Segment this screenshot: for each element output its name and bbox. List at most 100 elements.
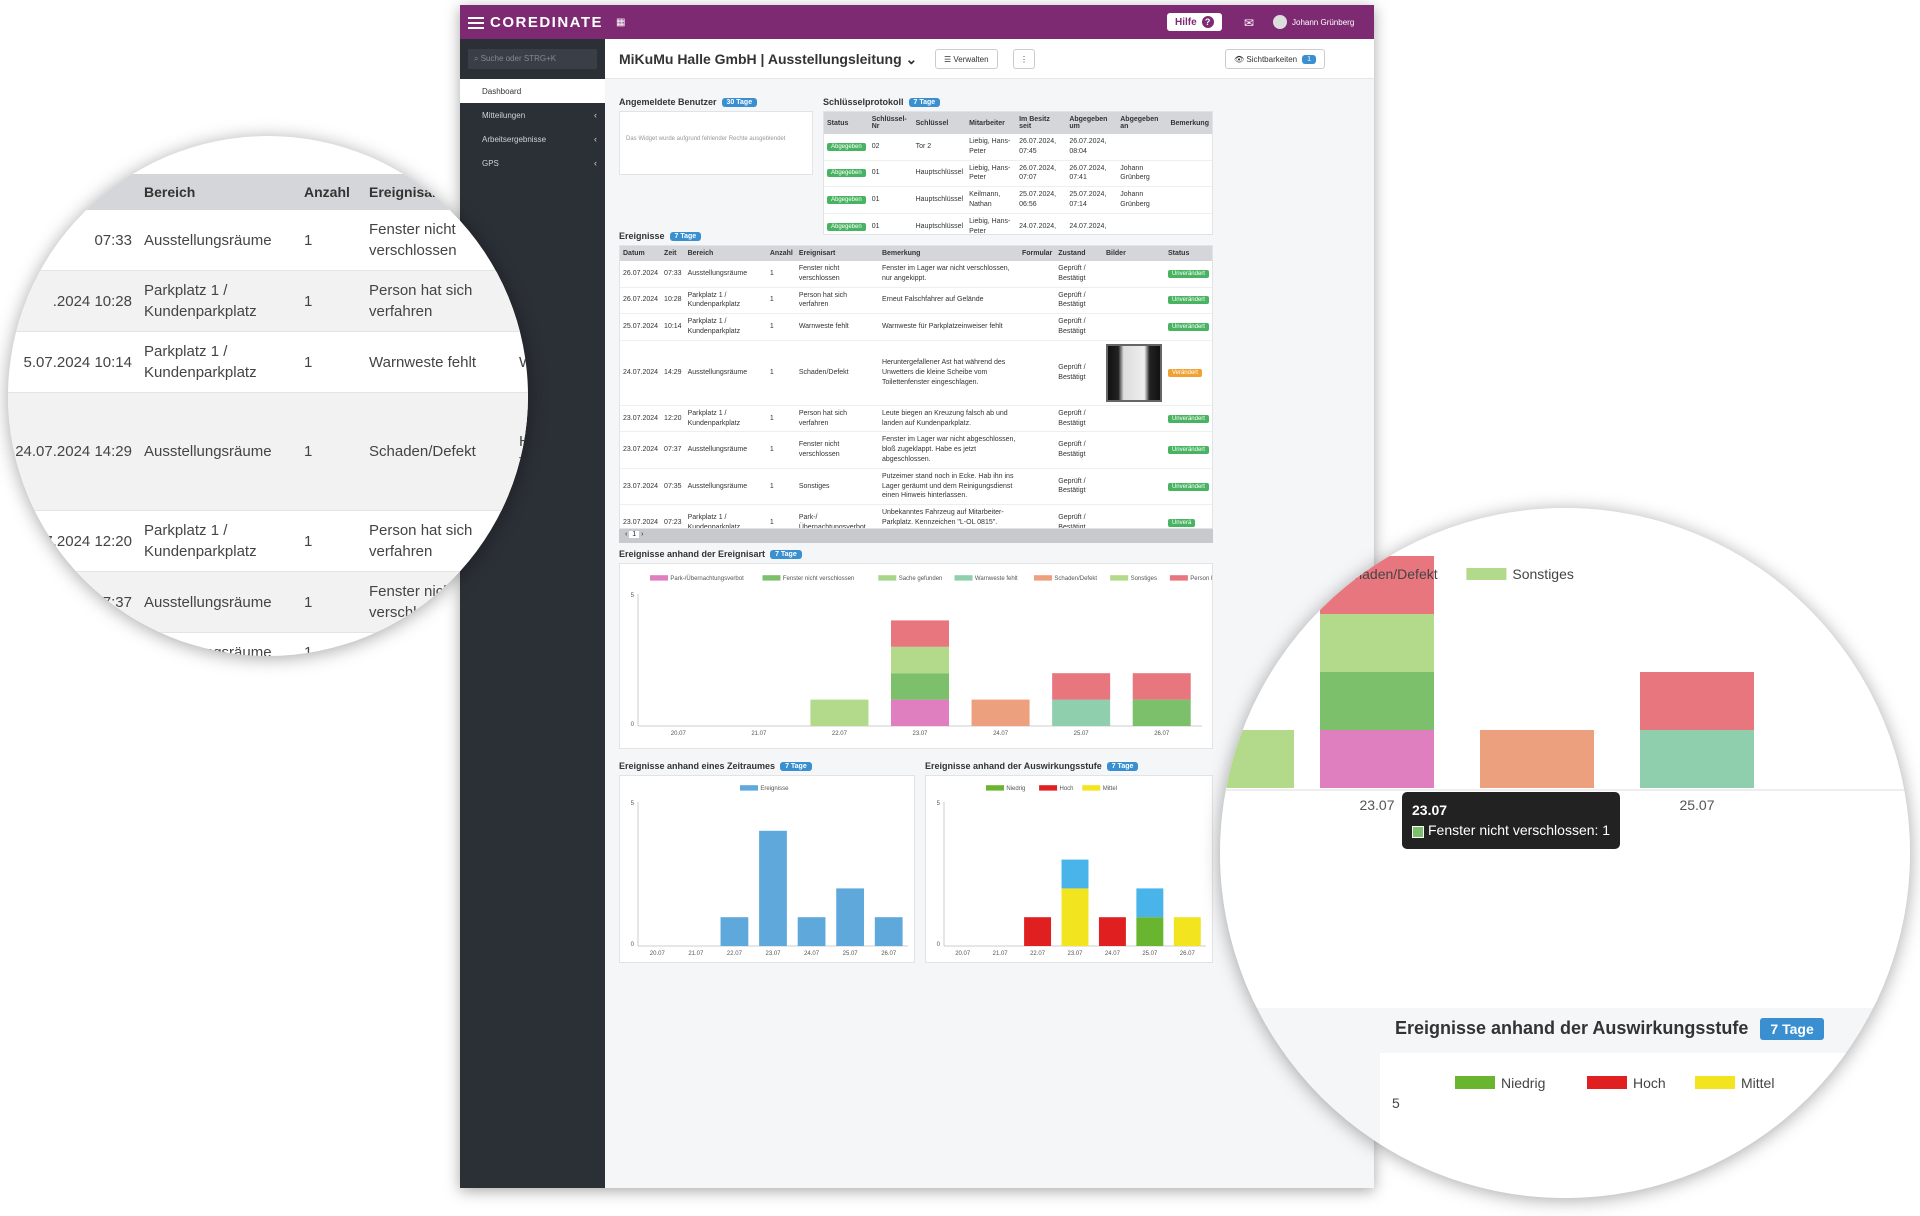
table-row[interactable]: 26.07.2024 07:33 Ausstellungsräume 1 Fenster… bbox=[620, 261, 1212, 288]
keys-column-header[interactable]: Mitarbeiter bbox=[966, 112, 1017, 134]
events-pagination[interactable]: ‹ 1 › bbox=[619, 529, 1213, 543]
chart-bar[interactable] bbox=[1024, 917, 1052, 946]
event-image[interactable] bbox=[1105, 343, 1162, 402]
table-row[interactable]: 24.07.2024 14:29 Ausstellungsräume 1 Schaden… bbox=[620, 340, 1212, 406]
legend-label[interactable]: Warnweste fehlt bbox=[975, 576, 1018, 582]
chart-bar[interactable] bbox=[1061, 859, 1089, 889]
chart-bar[interactable] bbox=[810, 699, 869, 726]
table-row[interactable]: 25.07.2024 10:14 Parkplatz 1 / Kundenparkp… bbox=[620, 313, 1212, 341]
events-column-header[interactable]: Status bbox=[1164, 246, 1212, 261]
chart-bar[interactable] bbox=[1061, 888, 1089, 946]
chart-bar[interactable] bbox=[1480, 730, 1594, 788]
table-row[interactable]: Abgegeben 01 Hauptschlüssel Keilmann, Natha… bbox=[824, 186, 1212, 214]
table-row[interactable]: .2024 10:28 Parkplatz 1 / Kundenparkplatz… bbox=[8, 270, 528, 332]
events-column-header[interactable]: Bereich bbox=[684, 246, 767, 261]
table-row[interactable]: 26.07.2024 10:28 Parkplatz 1 / Kundenparkp… bbox=[620, 287, 1212, 315]
keys-column-header[interactable]: Bemerkung bbox=[1167, 112, 1212, 134]
chart-bar[interactable] bbox=[890, 620, 950, 647]
chart-bar[interactable] bbox=[1320, 672, 1434, 730]
table-row[interactable]: 5.07.2024 10:14 Parkplatz 1 / Kundenparkp… bbox=[8, 331, 528, 393]
search-input[interactable]: ⌕ Suche oder STRG+K bbox=[468, 49, 597, 69]
table-row[interactable]: 23.07.2024 12:20 Parkplatz 1 / Kundenpark… bbox=[8, 510, 528, 572]
zoom-table: Bereich Anzahl Ereignisart 07:33 Ausstellun… bbox=[8, 174, 528, 656]
chart-bar[interactable] bbox=[890, 699, 950, 726]
table-row[interactable]: Abgegeben 01 Hauptschlüssel Liebig, Hans-Pe… bbox=[824, 160, 1212, 188]
events-column-header[interactable]: Zustand bbox=[1055, 246, 1103, 261]
keys-column-header[interactable]: Schlüssel-Nr bbox=[868, 112, 913, 134]
legend-label[interactable]: Park-/Übernachtungsverbot bbox=[670, 575, 744, 582]
keys-column-header[interactable]: Abgegeben um bbox=[1066, 112, 1118, 134]
more-button[interactable]: ⋮ bbox=[1013, 49, 1035, 69]
events-column-header[interactable]: Datum bbox=[620, 246, 662, 261]
legend-label[interactable]: Person hat sich verfahren bbox=[1190, 576, 1258, 582]
events-column-header[interactable]: Ereignisart bbox=[795, 246, 879, 261]
chart-bar[interactable] bbox=[971, 699, 1030, 726]
legend-label[interactable]: Sonstiges bbox=[1512, 566, 1573, 582]
legend-label[interactable]: Fenster nicht verschlossen bbox=[783, 576, 854, 582]
chart-bar[interactable] bbox=[1132, 699, 1191, 726]
grid-icon[interactable]: ▦ bbox=[616, 17, 626, 28]
legend-label[interactable]: Sonstiges bbox=[1131, 576, 1157, 582]
legend-label[interactable]: Sache gefunden bbox=[899, 576, 943, 582]
table-row[interactable]: 07:35 Ausstellungsräume 1 Sonstiges bbox=[8, 632, 528, 656]
chart-bar[interactable] bbox=[1173, 917, 1201, 946]
chart-bar[interactable] bbox=[797, 917, 826, 946]
legend-label[interactable]: Schaden/Defekt bbox=[1054, 576, 1097, 582]
table-row[interactable]: 24.07.2024 14:29 Ausstellungsräume 1 Schade… bbox=[8, 392, 528, 511]
chart-bar[interactable] bbox=[890, 673, 950, 700]
keys-column-header[interactable]: Abgegeben an bbox=[1117, 112, 1168, 134]
manage-button[interactable]: ☰ Verwalten bbox=[935, 49, 998, 69]
table-row[interactable]: 23.07.2024 07:23 Parkplatz 1 / Kundenparkp… bbox=[620, 504, 1212, 528]
legend-label[interactable]: Ereignisse bbox=[760, 786, 789, 792]
legend-label[interactable]: Hoch bbox=[1633, 1075, 1666, 1091]
legend-label[interactable]: Niedrig bbox=[1006, 786, 1025, 792]
legend-label[interactable]: Mittel bbox=[1741, 1075, 1774, 1091]
sidebar-item-arbeitsergebnisse[interactable]: Arbeitsergebnisse bbox=[460, 127, 605, 151]
events-column-header[interactable]: Bemerkung bbox=[878, 246, 1019, 261]
help-button[interactable]: Hilfe? bbox=[1167, 13, 1222, 31]
events-column-header[interactable]: Bilder bbox=[1102, 246, 1165, 261]
table-row[interactable]: 23.07.2024 12:20 Parkplatz 1 / Kundenparkp… bbox=[620, 405, 1212, 433]
chart-bar[interactable] bbox=[1136, 917, 1164, 946]
user-menu[interactable]: Johann Grünberg bbox=[1273, 15, 1354, 29]
events-page-number[interactable]: 1 bbox=[629, 531, 640, 538]
sidebar-item-mitteilungen[interactable]: Mitteilungen bbox=[460, 103, 605, 127]
keys-column-header[interactable]: Im Besitz seit bbox=[1016, 112, 1067, 134]
events-column-header[interactable]: Zeit bbox=[661, 246, 685, 261]
table-row[interactable]: 23.07.2024 07:35 Ausstellungsräume 1 Sonstig… bbox=[620, 468, 1212, 506]
chart-bar[interactable] bbox=[1136, 888, 1164, 918]
chart-bar[interactable] bbox=[1320, 614, 1434, 672]
sidebar-item-gps[interactable]: GPS bbox=[460, 151, 605, 175]
sidebar-item-dashboard[interactable]: Dashboard bbox=[460, 79, 605, 103]
chart-bar[interactable] bbox=[1320, 730, 1434, 788]
chart-bar[interactable] bbox=[1640, 730, 1754, 788]
chart-bar[interactable] bbox=[759, 830, 787, 946]
page-title[interactable]: MiKuMu Halle GmbH | Ausstellungsleitung … bbox=[619, 51, 917, 68]
chart-bar[interactable] bbox=[836, 888, 865, 946]
legend-label[interactable]: Niedrig bbox=[1501, 1075, 1545, 1091]
legend-label[interactable]: Mittel bbox=[1103, 786, 1117, 792]
table-row[interactable]: Abgegeben 01 Hauptschlüssel Liebig, Hans-Pe… bbox=[824, 213, 1212, 234]
keys-column-header[interactable]: Schlüssel bbox=[912, 112, 967, 134]
table-row[interactable]: Abgegeben 02 Tor 2 Liebig, Hans-Peter 26.07.… bbox=[824, 134, 1212, 161]
chart-bar[interactable] bbox=[1052, 673, 1111, 700]
table-row[interactable]: 07:33 Ausstellungsräume 1 Fenster nicht ver… bbox=[8, 210, 528, 271]
legend-label[interactable]: Hoch bbox=[1060, 786, 1074, 792]
chart-bar[interactable] bbox=[1132, 673, 1191, 700]
logo[interactable]: COREDINATE bbox=[468, 14, 603, 31]
chart-bar[interactable] bbox=[1098, 917, 1126, 946]
events-column-header[interactable]: Anzahl bbox=[766, 246, 796, 261]
chart-bar[interactable] bbox=[720, 917, 749, 946]
chart-bar[interactable] bbox=[1052, 699, 1111, 726]
visibility-button[interactable]: 👁 Sichtbarkeiten 1 bbox=[1225, 49, 1325, 69]
chart-bar[interactable] bbox=[890, 646, 950, 674]
table-row[interactable]: .7.2024 07:37 Ausstellungsräume 1 Fenster n… bbox=[8, 571, 528, 633]
table-row[interactable]: 23.07.2024 07:37 Ausstellungsräume 1 Fenster… bbox=[620, 431, 1212, 469]
keys-column-header[interactable]: Status bbox=[824, 112, 869, 134]
table-cell: 1 bbox=[298, 392, 363, 511]
chart-bar[interactable] bbox=[1640, 672, 1754, 730]
mail-icon[interactable]: ✉ bbox=[1244, 16, 1255, 30]
events-column-header[interactable]: Formular bbox=[1018, 246, 1056, 261]
menu-icon[interactable] bbox=[468, 16, 484, 29]
chart-bar[interactable] bbox=[874, 917, 903, 946]
